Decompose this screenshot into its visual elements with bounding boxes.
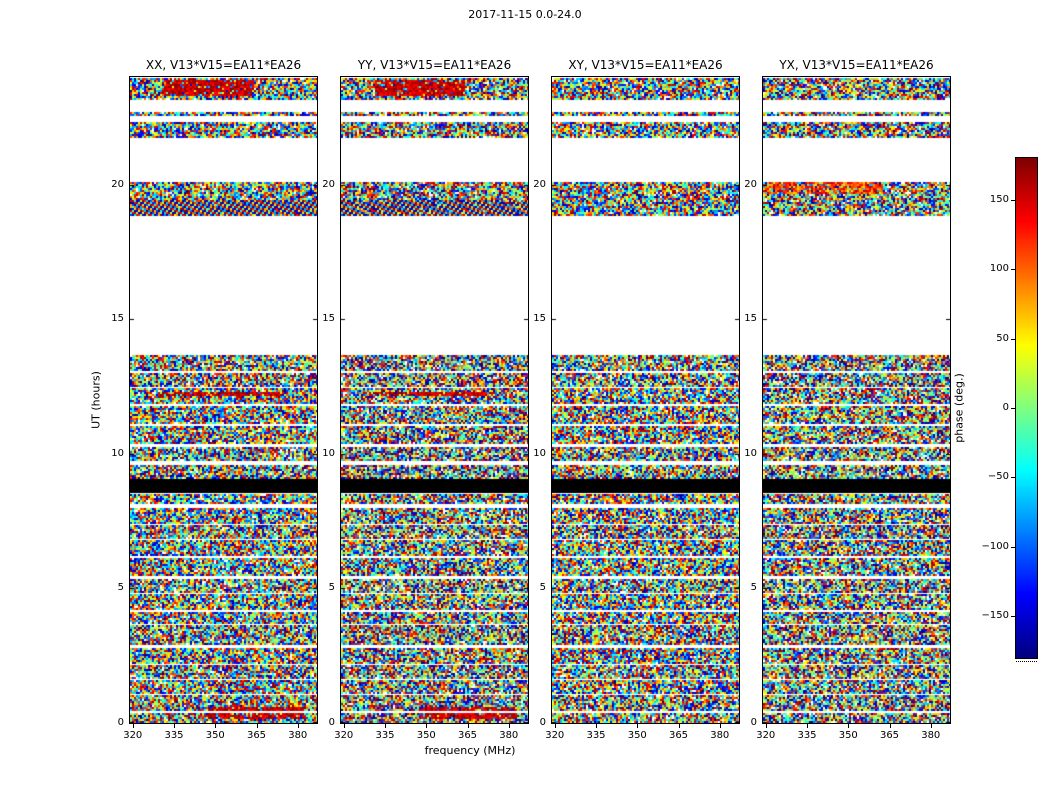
figure-title: 2017-11-15 0.0-24.0 xyxy=(468,8,582,21)
colorbar-tick-label: 100 xyxy=(989,263,1009,275)
x-tick-mark xyxy=(554,724,556,728)
colorbar-tick-mark xyxy=(1011,616,1016,618)
panel-title-yy: YY, V13*V15=EA11*EA26 xyxy=(357,58,512,72)
y-tick-label: 15 xyxy=(533,313,546,325)
y-tick-label: 0 xyxy=(750,717,757,728)
x-tick-label: 320 xyxy=(756,730,776,741)
colorbar-tick-mark xyxy=(1011,269,1016,271)
x-tick-label: 335 xyxy=(375,730,395,741)
x-tick-mark xyxy=(765,724,767,728)
x-tick-label: 380 xyxy=(710,730,730,741)
y-tick-label: 15 xyxy=(744,313,757,325)
x-tick-mark xyxy=(508,724,510,728)
colorbar-tick-label: −100 xyxy=(981,540,1009,552)
x-tick-mark xyxy=(889,724,891,728)
y-tick-label: 10 xyxy=(111,447,124,459)
x-tick-mark xyxy=(297,724,299,728)
colorbar-tick-label: 50 xyxy=(996,332,1009,344)
x-tick-mark xyxy=(467,724,469,728)
panel-title-xx: XX, V13*V15=EA11*EA26 xyxy=(145,58,302,72)
x-tick-label: 350 xyxy=(627,730,647,741)
colorbar-tick-mark xyxy=(1011,199,1016,201)
x-tick-mark xyxy=(385,724,386,728)
x-tick-label: 350 xyxy=(416,730,436,741)
y-tick-label: 20 xyxy=(322,178,335,190)
x-tick-mark xyxy=(343,724,345,728)
x-tick-label: 320 xyxy=(123,730,143,741)
x-tick-label: 320 xyxy=(334,730,354,741)
x-tick-mark xyxy=(637,724,639,728)
x-tick-label: 335 xyxy=(586,730,606,741)
x-tick-label: 365 xyxy=(457,730,478,741)
x-tick-label: 365 xyxy=(668,730,689,741)
heatmap-panel-yx xyxy=(762,76,951,724)
y-tick-label: 10 xyxy=(744,447,757,459)
x-tick-label: 380 xyxy=(921,730,941,741)
x-tick-label: 320 xyxy=(545,730,565,741)
x-tick-label: 365 xyxy=(879,730,900,741)
x-tick-mark xyxy=(848,724,850,728)
colorbar-tick-mark xyxy=(1011,338,1016,340)
y-tick-label: 10 xyxy=(322,447,335,459)
x-tick-label: 365 xyxy=(246,730,267,741)
y-tick-label: 0 xyxy=(117,717,124,728)
colorbar-tick-label: −50 xyxy=(987,471,1009,483)
x-tick-label: 380 xyxy=(288,730,308,741)
y-tick-label: 20 xyxy=(111,178,124,190)
heatmap-panel-xy xyxy=(551,76,740,724)
x-axis-label: frequency (MHz) xyxy=(424,744,516,757)
x-tick-mark xyxy=(930,724,932,728)
heatmap-panel-xx xyxy=(129,76,318,724)
colorbar xyxy=(1015,157,1038,659)
x-tick-label: 380 xyxy=(499,730,519,741)
y-tick-label: 5 xyxy=(539,582,546,594)
x-tick-mark xyxy=(678,724,680,728)
y-tick-label: 20 xyxy=(533,178,546,190)
x-tick-mark xyxy=(174,724,175,728)
panel-title-xy: XY, V13*V15=EA11*EA26 xyxy=(568,58,723,72)
colorbar-tick-label: −150 xyxy=(981,610,1009,622)
heatmap-panel-yy xyxy=(340,76,529,724)
x-tick-label: 335 xyxy=(164,730,184,741)
y-tick-label: 20 xyxy=(744,178,757,190)
colorbar-extend-edge xyxy=(1016,661,1037,662)
colorbar-tick-mark xyxy=(1011,408,1016,409)
x-tick-label: 350 xyxy=(205,730,225,741)
y-tick-label: 0 xyxy=(539,717,546,728)
y-tick-label: 5 xyxy=(117,582,124,594)
y-tick-label: 5 xyxy=(750,582,757,594)
y-tick-label: 5 xyxy=(328,582,335,594)
x-tick-mark xyxy=(132,724,134,728)
x-tick-mark xyxy=(426,724,428,728)
colorbar-tick-label: 0 xyxy=(1002,402,1009,413)
y-tick-label: 0 xyxy=(328,717,335,728)
x-tick-mark xyxy=(256,724,258,728)
panel-title-yx: YX, V13*V15=EA11*EA26 xyxy=(779,58,934,72)
y-tick-label: 15 xyxy=(322,313,335,325)
x-tick-mark xyxy=(719,724,721,728)
colorbar-tick-mark xyxy=(1011,477,1016,479)
x-tick-mark xyxy=(215,724,217,728)
y-tick-label: 15 xyxy=(111,313,124,325)
x-tick-label: 335 xyxy=(797,730,817,741)
colorbar-tick-mark xyxy=(1011,546,1016,548)
x-tick-label: 350 xyxy=(838,730,858,741)
colorbar-tick-label: 150 xyxy=(989,193,1009,205)
x-tick-mark xyxy=(596,724,597,728)
colorbar-label: phase (deg.) xyxy=(952,373,966,443)
y-axis-label: UT (hours) xyxy=(89,371,103,429)
x-tick-mark xyxy=(807,724,808,728)
y-tick-label: 10 xyxy=(533,447,546,459)
